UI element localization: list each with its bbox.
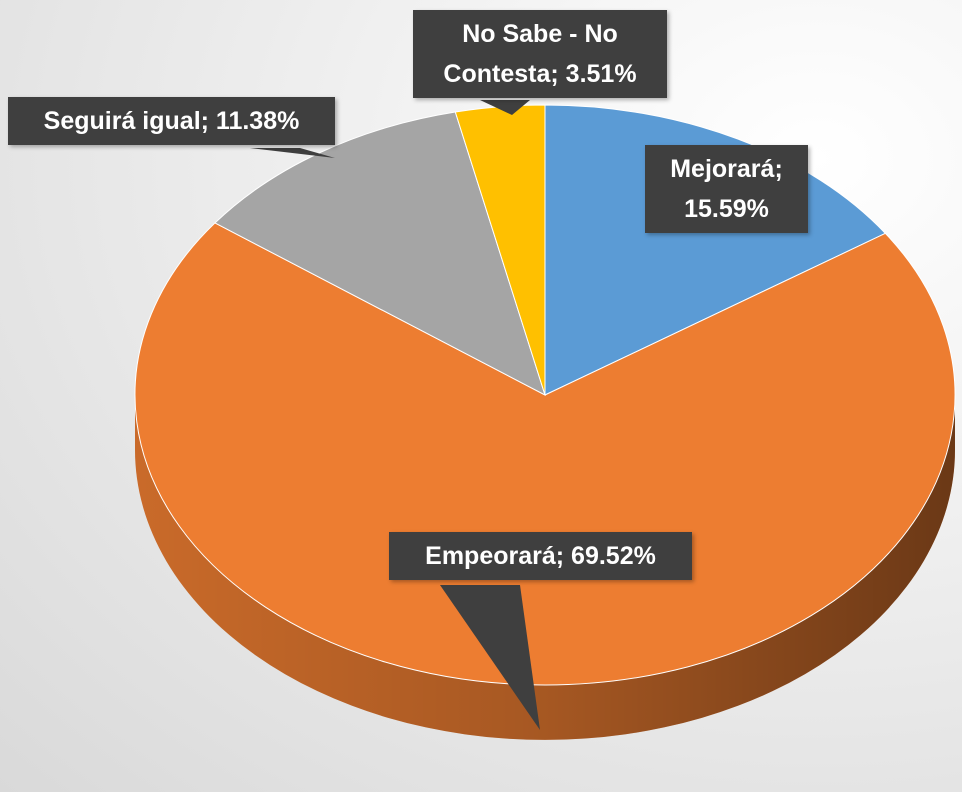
pie-slice — [214, 111, 546, 397]
label-value: 15.59% — [684, 195, 769, 223]
label-separator: ; — [555, 542, 572, 570]
callout-pointer — [480, 100, 530, 115]
label-value: 69.52% — [571, 542, 656, 570]
callout-pointer — [440, 585, 540, 730]
data-label: Seguirá igual; 11.38% — [8, 97, 335, 145]
label-category: Mejorará — [670, 155, 775, 183]
label-value: 3.51% — [565, 60, 637, 88]
label-separator: ; — [774, 155, 783, 183]
data-label: Empeorará; 69.52% — [389, 532, 692, 580]
pie-slice — [134, 222, 956, 686]
label-category: Seguirá igual — [43, 107, 201, 135]
pie-wall-shade — [135, 395, 955, 740]
label-value: 11.38% — [215, 107, 300, 135]
data-label: No Sabe - No Contesta; 3.51% — [413, 10, 667, 98]
callout-pointer — [250, 148, 335, 158]
label-separator: ; — [200, 107, 216, 135]
label-category: Empeorará — [425, 542, 556, 570]
label-separator: ; — [550, 60, 566, 88]
pie-walls — [135, 395, 955, 740]
callouts — [250, 100, 540, 730]
data-label: Mejorará; 15.59% — [645, 145, 808, 233]
label-category: No Sabe - No Contesta — [443, 20, 618, 88]
pie-tops — [134, 104, 956, 686]
